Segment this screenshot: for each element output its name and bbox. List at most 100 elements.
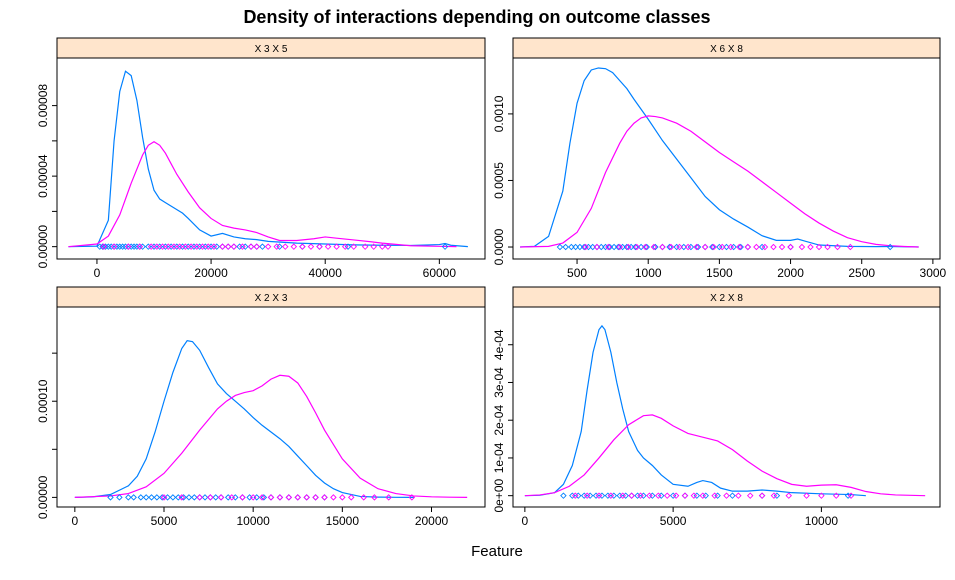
rug-point-series-2 — [147, 243, 155, 250]
panel-3: X 2 X 3 0 5000 10000 15000 20000 0.00000 0.0001… — [36, 286, 486, 528]
panels-container: X 3 X 50 20000 40000 600000.000000.000040.0… — [36, 37, 947, 528]
y-tick-label: 0.0010 — [492, 95, 506, 132]
panel-data — [524, 324, 926, 499]
rug-point-series-2 — [787, 243, 794, 251]
rug-point-series-2 — [637, 492, 644, 499]
rug-point-series-2 — [285, 494, 293, 501]
rug-point-series-2 — [210, 243, 218, 250]
x-tick-label: 1000 — [635, 266, 662, 280]
rug-point-series-1 — [201, 494, 209, 501]
rug-point-series-1 — [294, 494, 301, 501]
rug-point-series-1 — [276, 494, 284, 501]
x-tick-label: 2000 — [777, 266, 804, 280]
rug-point-series-2 — [239, 243, 246, 250]
panel-frame — [512, 306, 941, 508]
rug-point-series-2 — [379, 243, 386, 250]
y-tick-label: 0.00000 — [36, 475, 50, 519]
rug-point-series-2 — [258, 494, 266, 501]
rug-point-series-1 — [130, 494, 137, 501]
rug-point-series-2 — [746, 492, 754, 499]
rug-point-series-2 — [625, 243, 632, 251]
rug-point-series-2 — [761, 243, 769, 251]
rug-point-series-1 — [666, 243, 673, 251]
rug-point-series-2 — [193, 243, 201, 250]
rug-point-series-2 — [125, 243, 132, 250]
rug-point-series-1 — [556, 243, 564, 251]
panel-strip-label: X 2 X 3 — [255, 293, 288, 304]
rug-point-series-2 — [136, 243, 143, 250]
rug-point-series-2 — [160, 494, 168, 501]
rug-point-series-2 — [207, 494, 214, 501]
rug-point-series-1 — [441, 243, 449, 250]
rug-point-series-2 — [659, 243, 666, 251]
rug-point-series-2 — [642, 243, 649, 251]
rug-point-series-2 — [818, 492, 825, 499]
rug-point-series-2 — [100, 243, 108, 250]
rug-point-series-1 — [572, 243, 579, 251]
rug-point-series-2 — [249, 494, 257, 501]
panel-2: X 6 X 8 500 1000 1500 2000 2500 3000 0.0000 0.00… — [492, 37, 947, 280]
rug-point-series-2 — [607, 492, 615, 499]
rug-point-series-2 — [196, 494, 203, 501]
rug-point-series-2 — [650, 243, 658, 251]
rug-point-series-1 — [652, 243, 659, 251]
rug-point-series-1 — [787, 243, 794, 251]
y-tick-label: 0.00008 — [36, 84, 50, 128]
density-curve-series-2 — [74, 374, 468, 498]
rug-point-series-1 — [217, 494, 225, 501]
x-tick-label: 40000 — [309, 266, 343, 280]
rug-point-series-1 — [680, 243, 688, 251]
rug-point-series-2 — [583, 492, 591, 499]
density-curve-series-2 — [520, 115, 919, 248]
y-tick-label: 4e-04 — [492, 329, 506, 360]
y-tick-label: 0.00010 — [36, 379, 50, 423]
panel-data — [520, 67, 919, 251]
panel-1: X 3 X 5 0 20000 40000 60000 0.00000 0.00004 0.0… — [36, 37, 486, 280]
rug-point-series-1 — [169, 494, 177, 501]
rug-point-series-2 — [239, 494, 246, 501]
rug-point-series-1 — [137, 494, 145, 501]
rug-point-series-2 — [330, 494, 337, 501]
rug-point-series-2 — [727, 243, 735, 251]
x-tick-label: 20000 — [194, 266, 228, 280]
rug-point-series-2 — [663, 492, 671, 499]
rug-point-series-2 — [361, 243, 369, 250]
rug-point-series-2 — [676, 243, 683, 251]
rug-point-series-2 — [370, 243, 377, 250]
rug-point-series-1 — [709, 243, 716, 251]
rug-point-series-1 — [239, 494, 246, 501]
rug-point-series-2 — [303, 494, 310, 501]
density-curve-series-1 — [520, 67, 919, 248]
rug-point-series-2 — [276, 494, 284, 501]
x-tick-label: 5000 — [151, 514, 178, 528]
rug-point-series-1 — [246, 494, 253, 501]
rug-point-series-2 — [307, 243, 315, 250]
rug-point-series-2 — [778, 243, 786, 251]
rug-point-series-1 — [643, 243, 651, 251]
rug-point-series-2 — [159, 243, 166, 250]
rug-point-series-2 — [701, 243, 709, 251]
rug-point-series-1 — [316, 243, 323, 250]
rug-point-series-1 — [632, 243, 639, 251]
rug-point-series-2 — [582, 243, 589, 251]
rug-point-series-2 — [619, 492, 626, 499]
rug-point-series-2 — [847, 243, 854, 251]
rug-point-series-1 — [580, 243, 588, 251]
rug-point-series-1 — [116, 494, 123, 501]
rug-point-series-1 — [562, 243, 569, 251]
rug-point-series-1 — [303, 494, 310, 501]
rug-point-series-1 — [560, 492, 567, 499]
rug-point-series-2 — [753, 243, 760, 251]
rug-point-series-2 — [572, 492, 579, 499]
rug-point-series-1 — [744, 243, 752, 251]
y-tick-label: 1e-04 — [492, 442, 506, 473]
rug-point-series-1 — [285, 494, 293, 501]
y-tick-label: 0.00000 — [36, 225, 50, 269]
rug-point-series-1 — [576, 243, 584, 251]
rug-point-series-2 — [312, 494, 319, 501]
y-tick-label: 0.0000 — [492, 228, 506, 265]
rug-point-series-1 — [232, 494, 239, 501]
panel-strip-label: X 3 X 5 — [255, 44, 288, 55]
rug-point-series-2 — [341, 243, 349, 250]
rug-point-series-1 — [253, 243, 260, 250]
